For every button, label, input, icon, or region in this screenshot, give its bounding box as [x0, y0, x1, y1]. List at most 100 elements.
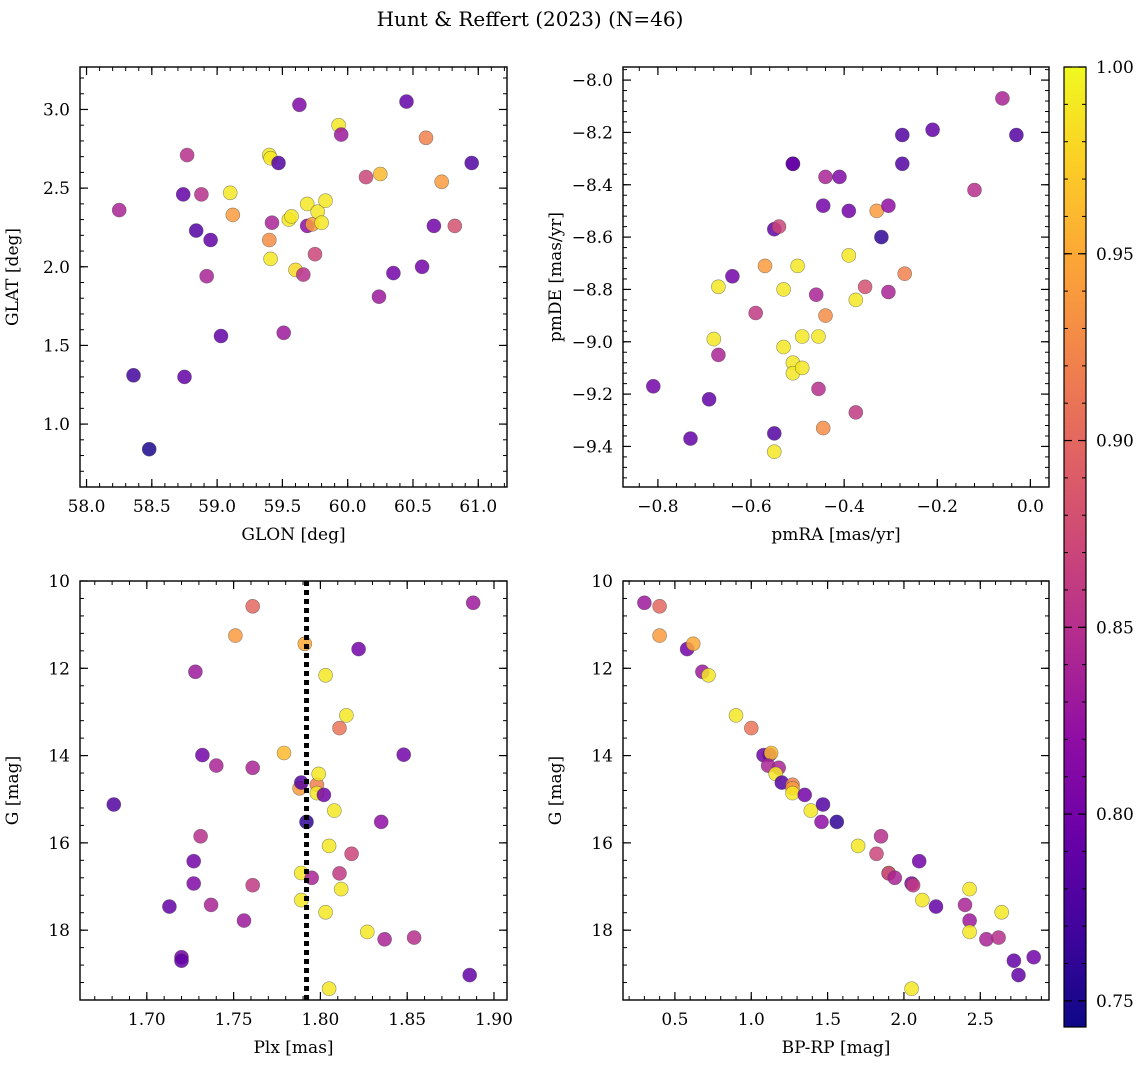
data-point — [271, 155, 286, 171]
data-point — [321, 838, 337, 854]
data-point — [245, 760, 260, 776]
data-point — [818, 308, 833, 323]
data-point — [177, 369, 192, 385]
data-point — [141, 441, 157, 457]
data-point — [162, 899, 177, 914]
data-point — [1006, 953, 1022, 969]
x-tick-label: 59.5 — [263, 497, 301, 517]
data-point — [358, 169, 374, 185]
colorbar-tick-label: 1.00 — [1096, 58, 1134, 78]
y-axis-label: GLAT [deg] — [3, 228, 23, 326]
data-point — [126, 367, 141, 383]
data-point — [373, 814, 389, 830]
data-point — [186, 876, 201, 891]
data-point — [841, 203, 857, 219]
data-point — [316, 787, 332, 803]
data-point — [399, 94, 414, 109]
data-point — [418, 130, 434, 146]
data-point — [414, 259, 430, 275]
data-point — [465, 595, 481, 611]
data-point — [434, 174, 450, 190]
data-point — [869, 846, 884, 862]
data-point — [811, 329, 826, 344]
data-point — [994, 904, 1010, 920]
data-point — [359, 924, 375, 940]
colorbar-tick-label: 0.85 — [1096, 618, 1134, 638]
data-point — [711, 279, 726, 295]
data-point — [175, 187, 191, 202]
data-point — [850, 838, 866, 854]
figure-title: Hunt & Reffert (2023) (N=46) — [377, 7, 684, 31]
y-axis-label: G [mag] — [3, 756, 23, 825]
data-point — [406, 930, 422, 945]
data-point — [701, 667, 716, 683]
data-point — [199, 268, 214, 284]
data-point — [209, 758, 224, 773]
data-point — [979, 931, 994, 947]
data-point — [785, 785, 800, 801]
x-tick-label: 61.0 — [459, 497, 497, 517]
data-point — [326, 803, 342, 818]
x-tick-label: 1.75 — [215, 1010, 253, 1030]
data-point — [790, 258, 805, 274]
x-tick-label: 2.5 — [967, 1010, 994, 1030]
data-point — [372, 166, 388, 182]
data-point — [683, 431, 698, 446]
data-point — [245, 598, 260, 614]
data-point — [637, 595, 652, 611]
data-point — [284, 209, 299, 224]
data-point — [815, 198, 831, 213]
data-point — [652, 628, 667, 643]
data-point — [225, 207, 241, 223]
data-point — [174, 953, 189, 969]
y-tick-label: 2.0 — [43, 258, 70, 278]
data-point — [905, 877, 921, 893]
scatter-series — [637, 595, 1041, 997]
data-point — [106, 797, 122, 812]
data-point — [344, 846, 359, 862]
data-point — [881, 198, 896, 213]
data-point — [894, 156, 910, 172]
data-point — [962, 881, 977, 897]
y-tick-label: 18 — [48, 921, 70, 941]
colorbar-tick-label: 0.95 — [1096, 245, 1134, 265]
data-point — [396, 747, 412, 763]
data-point — [815, 420, 831, 436]
data-point — [276, 745, 292, 761]
y-tick-label: 14 — [48, 747, 70, 767]
data-point — [426, 218, 442, 234]
data-point — [318, 667, 333, 683]
data-point — [701, 391, 717, 407]
colorbar-gradient — [1063, 66, 1087, 1028]
x-tick-label: −0.4 — [824, 497, 865, 517]
colorbar-tick-label: 0.80 — [1096, 805, 1134, 825]
data-point — [307, 246, 323, 262]
data-point — [318, 904, 333, 920]
data-point — [785, 156, 801, 172]
scatter-series — [645, 91, 1024, 460]
data-point — [814, 814, 829, 830]
data-point — [766, 444, 782, 460]
y-tick-label: 2.5 — [43, 179, 70, 199]
y-tick-label: 16 — [48, 834, 70, 854]
x-axis-label: BP-RP [mag] — [782, 1038, 891, 1058]
data-point — [881, 284, 896, 300]
colorbar-tick-label: 0.75 — [1096, 992, 1134, 1012]
scatter-series — [106, 595, 481, 997]
data-point — [333, 127, 349, 142]
y-axis-label: pmDE [mas/yr] — [546, 212, 566, 342]
data-point — [776, 282, 791, 297]
data-point — [111, 202, 127, 218]
data-point — [386, 265, 401, 281]
colorbar: 0.75 0.80 0.85 0.90 0.95 1.00 — [1063, 58, 1134, 1028]
x-tick-label: 1.85 — [388, 1010, 426, 1030]
data-point — [914, 892, 930, 908]
x-tick-label: 1.80 — [301, 1010, 339, 1030]
data-point — [332, 720, 347, 736]
data-point — [652, 598, 667, 614]
data-point — [203, 232, 218, 248]
data-point — [991, 930, 1006, 945]
data-point — [261, 232, 277, 248]
data-point — [748, 305, 764, 321]
